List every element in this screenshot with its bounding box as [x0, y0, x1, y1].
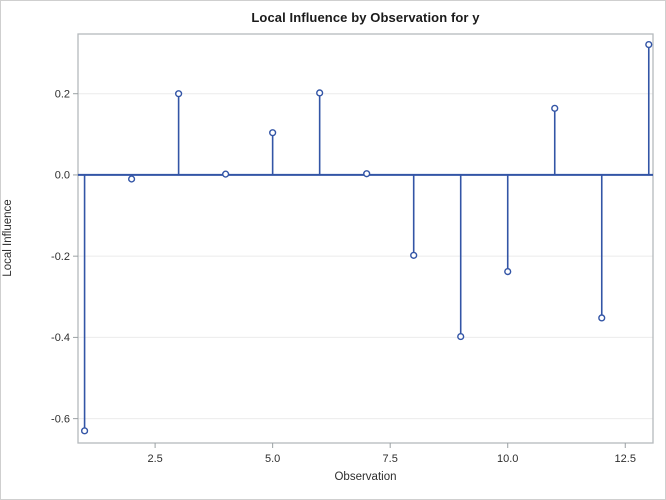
x-tick-label: 7.5 [383, 453, 398, 465]
chart-title: Local Influence by Observation for y [251, 10, 480, 25]
x-tick-label: 10.0 [497, 453, 518, 465]
data-point-marker [504, 268, 512, 276]
y-tick-label: 0.0 [55, 170, 70, 182]
data-point-marker [410, 251, 418, 259]
x-tick-label: 2.5 [147, 453, 162, 465]
x-axis-label: Observation [334, 471, 397, 483]
data-point-marker [222, 170, 230, 178]
plot-wall [78, 34, 653, 443]
y-tick-label: 0.2 [55, 89, 70, 101]
x-tick-label: 5.0 [265, 453, 280, 465]
data-point-marker [363, 170, 371, 178]
data-point-marker [127, 175, 136, 183]
data-point-marker [457, 332, 465, 341]
data-point-marker [551, 104, 559, 112]
y-tick-label: -0.4 [51, 332, 70, 344]
data-point-marker [598, 314, 606, 322]
data-point-marker [175, 90, 183, 98]
data-point-marker [269, 129, 277, 137]
y-tick-label: -0.2 [51, 251, 70, 263]
data-point-marker [645, 40, 653, 49]
plot-frame [77, 33, 654, 444]
x-tick-label: 12.5 [615, 453, 636, 465]
y-tick-label: -0.6 [51, 413, 70, 425]
data-point-marker [316, 89, 324, 97]
data-point-marker [80, 427, 89, 435]
y-axis-label: Local Influence [2, 199, 14, 277]
